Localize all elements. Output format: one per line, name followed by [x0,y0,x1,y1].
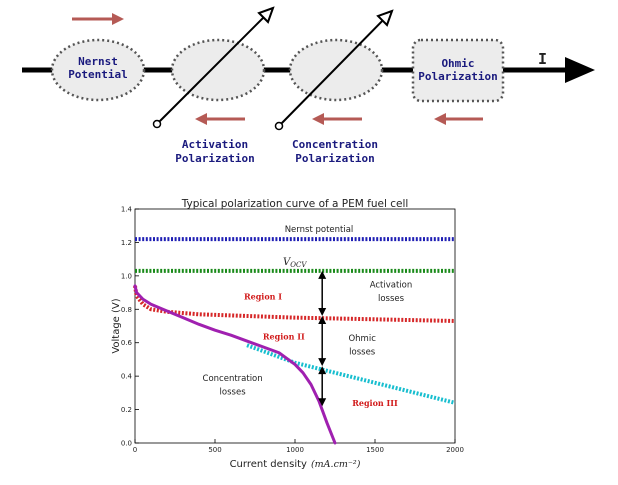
region-label: Region II [263,331,305,341]
annotations: Activation losses Ohmic losses Concentration… [203,281,413,409]
x-tick-label: 2000 [446,446,464,454]
double-arrow-head-top [318,270,327,279]
concentration-element [288,38,384,102]
series-layer [133,237,456,445]
activation-label-line2: Polarization [175,152,254,165]
concentration-back-arrowhead [312,113,324,125]
series-line-3 [246,343,456,405]
nernst-label-line2: Potential [68,68,128,81]
loss-arrows [318,270,327,407]
concentration-label-line2: Polarization [295,152,374,165]
loss-annotation: Activation [370,281,413,291]
circuit-diagram: I Nernst Potential Activation Polarizati… [22,6,595,165]
current-label: I [538,50,547,68]
x-tick-label: 1000 [286,446,304,454]
plot-frame [134,208,456,444]
region-label: Region I [244,291,282,301]
x-tick-label: 500 [208,446,221,454]
concentration-variable-arrow [278,11,392,127]
y-tick-label: 0.8 [121,306,132,314]
loss-annotation: Concentration [203,374,263,384]
polarization-chart: Typical polarization curve of a PEM fuel… [111,198,464,471]
ohmic-label-line2: Polarization [418,70,497,83]
loss-annotation: losses [349,347,376,357]
series-line-4 [133,284,337,445]
double-arrow-head-top [318,315,327,324]
y-axis-label: Voltage (V) [111,298,122,353]
vocv-series-label: VOCV [283,257,307,269]
activation-variable-arrowhead [257,6,275,24]
x-tick-label: 1500 [366,446,384,454]
x-tick-label: 0 [133,446,137,454]
ohmic-back-arrowhead [434,113,446,125]
y-tick-label: 0.0 [121,440,132,448]
double-arrow-head-bottom [318,307,327,316]
loss-annotation: losses [378,294,405,304]
concentration-label-line1: Concentration [292,138,378,151]
double-arrow-head-top [318,366,327,375]
loss-annotation: Ohmic [348,334,376,344]
activation-variable-arrow [156,8,273,125]
activation-variable-terminal [152,119,162,129]
flow-arrows [72,13,483,125]
y-tick-label: 1.2 [121,239,132,247]
axis-ticks: 0 500 1000 1500 2000 0.0 0.2 0.4 0.6 0.8 1.0 1.2 1.4 [121,206,464,455]
nernst-series-label: Nernst potential [285,225,354,235]
series-line-2 [133,285,456,323]
y-tick-label: 1.4 [121,206,133,214]
ohmic-label-line1: Ohmic [441,57,474,70]
nernst-element [50,38,146,102]
y-tick-label: 0.6 [121,339,133,347]
double-arrow-head-bottom [318,358,327,367]
y-tick-label: 1.0 [121,272,132,280]
activation-back-arrowhead [195,113,207,125]
forward-flow-arrowhead [112,13,124,25]
double-arrow-head-bottom [318,398,327,407]
nernst-label-line1: Nernst [78,55,118,68]
y-tick-label: 0.4 [121,373,133,381]
activation-label-line1: Activation [182,138,248,151]
x-axis-label: Current density (mA.cm⁻²) [230,454,361,471]
current-arrowhead [565,57,595,83]
y-tick-label: 0.2 [121,406,132,414]
ohmic-element [411,38,505,103]
concentration-variable-arrowhead [376,9,394,27]
concentration-variable-terminal [274,121,284,131]
loss-annotation: losses [220,388,247,398]
activation-element [170,38,266,102]
chart-title: Typical polarization curve of a PEM fuel… [181,198,409,210]
region-label: Region III [352,398,398,408]
